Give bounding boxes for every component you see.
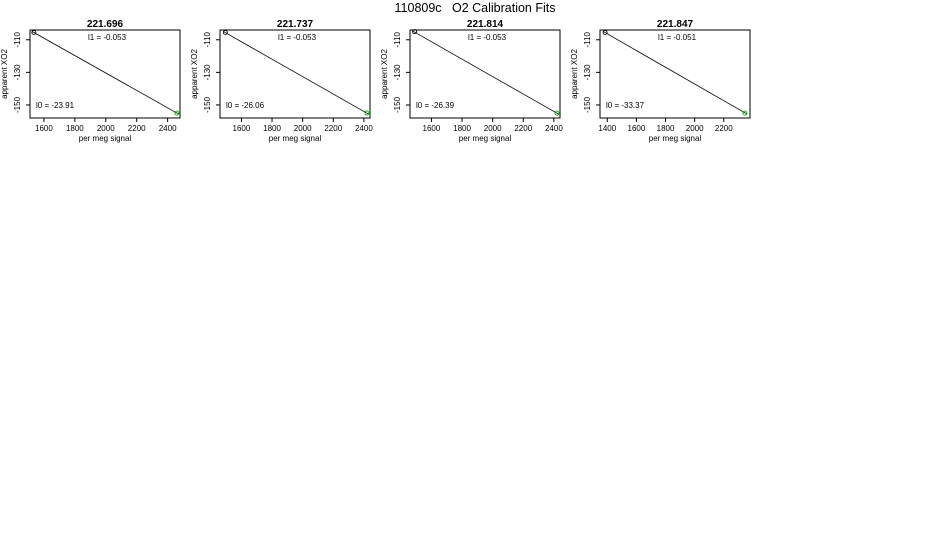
slope-annotation: l1 = -0.053 — [468, 33, 507, 42]
x-axis-label: per meg signal — [649, 134, 702, 143]
chart-title: 221.696 — [87, 19, 124, 30]
y-axis-label: apparent XO2 — [570, 49, 579, 99]
y-tick-label: -150 — [583, 96, 592, 113]
data-point — [412, 29, 418, 35]
x-tick-label: 2400 — [355, 124, 373, 133]
y-tick-label: -110 — [13, 32, 22, 48]
y-tick-label: -130 — [13, 64, 22, 81]
x-tick-label: 2200 — [715, 124, 733, 133]
chart-title: 221.737 — [277, 19, 314, 30]
fit-line — [32, 31, 179, 115]
calibration-panel-3: 221.814 1600 1800 2000 2200 2400 -110 -130 -150 p… — [380, 19, 563, 143]
x-axis-label: per meg signal — [459, 134, 512, 143]
x-tick-label: 2000 — [294, 124, 312, 133]
data-point — [602, 29, 608, 35]
x-tick-label: 1800 — [657, 124, 675, 133]
x-tick-label: 2200 — [128, 124, 146, 133]
x-tick-label: 2000 — [686, 124, 704, 133]
intercept-annotation: l0 = -23.91 — [36, 101, 75, 110]
data-point — [222, 29, 228, 35]
data-point — [554, 110, 560, 116]
y-tick-label: -130 — [203, 64, 212, 81]
fit-line — [222, 30, 369, 115]
plot-frame — [29, 29, 181, 119]
y-tick-label: -110 — [203, 32, 212, 48]
plot-frame — [409, 29, 561, 119]
chart-title: 221.847 — [657, 19, 694, 30]
plot-frame — [219, 29, 371, 119]
data-point — [31, 29, 37, 35]
intercept-annotation: l0 = -33.37 — [606, 101, 645, 110]
intercept-annotation: l0 = -26.39 — [416, 101, 455, 110]
y-tick-label: -130 — [583, 64, 592, 81]
chart-title: 221.814 — [467, 19, 504, 30]
x-tick-label: 1400 — [598, 124, 616, 133]
x-tick-label: 2400 — [545, 124, 563, 133]
slope-annotation: l1 = -0.053 — [278, 33, 317, 42]
plot-frame — [599, 29, 751, 119]
fit-line — [412, 30, 559, 115]
x-tick-label: 2000 — [97, 124, 115, 133]
x-tick-label: 1600 — [35, 124, 53, 133]
y-axis-label: apparent XO2 — [190, 49, 199, 99]
x-tick-label: 1600 — [628, 124, 646, 133]
x-tick-label: 2200 — [514, 124, 532, 133]
y-tick-label: -150 — [13, 96, 22, 113]
x-tick-label: 2400 — [159, 124, 177, 133]
y-axis-label: apparent XO2 — [380, 49, 389, 99]
data-point — [742, 110, 748, 116]
x-tick-label: 1800 — [453, 124, 471, 133]
slope-annotation: l1 = -0.053 — [88, 33, 127, 42]
x-axis-label: per meg signal — [269, 134, 322, 143]
calibration-panel-1: 221.696 1600 1800 2000 2200 2400 -110 -130 -150 p… — [0, 19, 181, 143]
y-tick-label: -150 — [203, 96, 212, 113]
y-axis-label: apparent XO2 — [0, 49, 9, 99]
x-tick-label: 1600 — [423, 124, 441, 133]
x-tick-label: 1600 — [233, 124, 251, 133]
x-tick-label: 2200 — [324, 124, 342, 133]
y-tick-label: -150 — [393, 96, 402, 113]
y-tick-label: -110 — [583, 32, 592, 48]
x-tick-label: 1800 — [263, 124, 281, 133]
x-tick-label: 1800 — [66, 124, 84, 133]
data-point — [364, 110, 370, 116]
calibration-panel-4: 221.847 1400 1600 1800 2000 2200 -110 -130 -150 p… — [570, 19, 751, 143]
fit-line — [602, 30, 748, 115]
y-tick-label: -110 — [393, 32, 402, 48]
data-point — [174, 110, 180, 116]
x-axis-label: per meg signal — [79, 134, 132, 143]
intercept-annotation: l0 = -26.06 — [226, 101, 265, 110]
x-tick-label: 2000 — [484, 124, 502, 133]
y-tick-label: -130 — [393, 64, 402, 81]
calibration-panel-2: 221.737 1600 1800 2000 2200 2400 -110 -130 -150 p… — [190, 19, 373, 143]
page-title: 110809c O2 Calibration Fits — [394, 1, 556, 15]
slope-annotation: l1 = -0.051 — [658, 33, 697, 42]
